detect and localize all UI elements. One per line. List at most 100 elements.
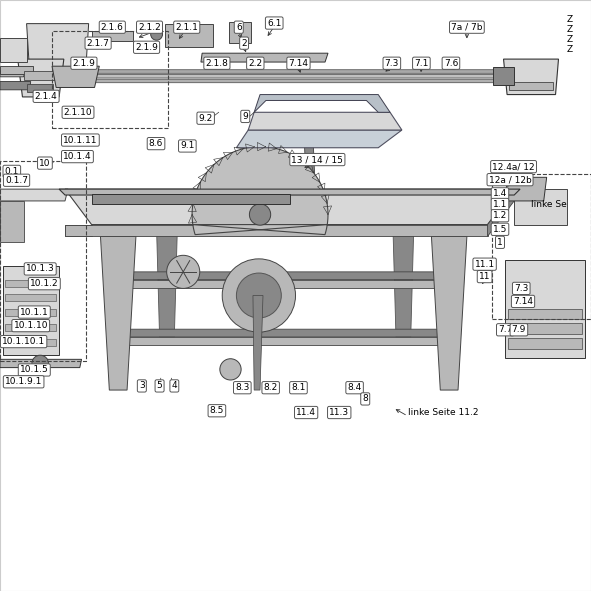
Polygon shape	[514, 189, 567, 225]
Polygon shape	[92, 194, 290, 204]
Text: 11: 11	[479, 272, 491, 281]
Polygon shape	[509, 82, 553, 90]
Text: 7.6: 7.6	[444, 59, 458, 68]
Polygon shape	[157, 230, 177, 337]
Polygon shape	[56, 70, 505, 73]
Polygon shape	[165, 24, 213, 47]
Polygon shape	[505, 177, 547, 201]
Text: 10.1.4: 10.1.4	[63, 152, 92, 161]
Circle shape	[167, 255, 200, 288]
Text: 10.1.2: 10.1.2	[30, 279, 59, 288]
Text: 7.14: 7.14	[288, 59, 309, 68]
Text: Z: Z	[566, 45, 572, 54]
Text: 10.1.9.1: 10.1.9.1	[5, 377, 43, 387]
Polygon shape	[248, 112, 402, 130]
Polygon shape	[0, 66, 33, 74]
Text: 2.1.9: 2.1.9	[135, 43, 158, 52]
Text: 12.4a/ 12: 12.4a/ 12	[492, 162, 535, 171]
Polygon shape	[118, 329, 452, 337]
Text: 9.1: 9.1	[180, 141, 194, 151]
Text: 10: 10	[39, 158, 51, 168]
Text: linke Seite 11.2: linke Seite 11.2	[408, 408, 478, 417]
Polygon shape	[393, 230, 414, 337]
Text: 2.1.4: 2.1.4	[35, 92, 57, 101]
Text: 1: 1	[497, 238, 503, 247]
Text: 6: 6	[236, 22, 242, 32]
Text: 2.1.2: 2.1.2	[138, 22, 161, 32]
Polygon shape	[27, 84, 53, 92]
Text: 7a / 7b: 7a / 7b	[451, 22, 483, 32]
Text: 1.4: 1.4	[493, 189, 507, 199]
Text: 0.1: 0.1	[5, 167, 19, 176]
Circle shape	[220, 359, 241, 380]
Text: 9: 9	[242, 112, 248, 121]
Polygon shape	[24, 71, 56, 80]
Polygon shape	[508, 338, 582, 349]
Polygon shape	[201, 53, 328, 62]
Bar	[492, 174, 591, 319]
Bar	[52, 31, 168, 128]
Polygon shape	[222, 207, 310, 219]
Polygon shape	[65, 225, 92, 236]
Circle shape	[32, 355, 48, 372]
Text: 10.1.10.1: 10.1.10.1	[2, 337, 45, 346]
Text: 7.3: 7.3	[385, 59, 399, 68]
Text: 0.1.7: 0.1.7	[5, 176, 28, 185]
Text: 1.2: 1.2	[493, 211, 507, 220]
Text: 10.1.3: 10.1.3	[26, 264, 54, 274]
Text: Z: Z	[566, 35, 572, 44]
Polygon shape	[65, 189, 514, 225]
Text: 7.1: 7.1	[414, 59, 428, 68]
Polygon shape	[18, 59, 64, 97]
Text: 1.1: 1.1	[493, 200, 507, 209]
Polygon shape	[56, 79, 505, 83]
Polygon shape	[3, 266, 59, 355]
Text: 2.1.10: 2.1.10	[64, 108, 92, 117]
Polygon shape	[52, 66, 99, 87]
Polygon shape	[493, 67, 514, 85]
Circle shape	[222, 259, 296, 332]
Text: 7.3: 7.3	[514, 284, 528, 293]
Polygon shape	[109, 280, 458, 288]
Polygon shape	[192, 147, 328, 235]
Polygon shape	[0, 82, 31, 90]
Polygon shape	[100, 236, 136, 390]
Text: 2.1.1: 2.1.1	[176, 22, 198, 32]
Polygon shape	[27, 24, 89, 71]
Polygon shape	[5, 294, 56, 301]
Text: 8.6: 8.6	[149, 139, 163, 148]
Text: 10.1.5: 10.1.5	[20, 365, 48, 375]
Circle shape	[236, 273, 281, 318]
Text: 10.1.10: 10.1.10	[14, 321, 48, 330]
Text: linke Se: linke Se	[531, 200, 566, 209]
Text: 11.3: 11.3	[329, 408, 349, 417]
Text: 2.1.9: 2.1.9	[73, 59, 95, 68]
Text: 8: 8	[362, 394, 368, 404]
Text: 4: 4	[171, 381, 177, 391]
Text: 11.1: 11.1	[475, 259, 495, 269]
Polygon shape	[65, 225, 488, 236]
Text: 2.1.6: 2.1.6	[101, 22, 124, 32]
Text: 10.1.1: 10.1.1	[20, 307, 48, 317]
Polygon shape	[109, 272, 461, 280]
Polygon shape	[508, 309, 582, 319]
Text: 7.14: 7.14	[513, 297, 533, 306]
Polygon shape	[505, 260, 585, 358]
Text: 2: 2	[241, 38, 247, 48]
Polygon shape	[488, 189, 514, 236]
Polygon shape	[229, 22, 251, 43]
Text: 13 / 14 / 15: 13 / 14 / 15	[291, 155, 343, 164]
Polygon shape	[5, 280, 56, 287]
Polygon shape	[0, 359, 82, 368]
Text: 1.5: 1.5	[493, 225, 507, 234]
Bar	[0, 161, 86, 361]
Polygon shape	[56, 74, 505, 78]
Text: 9.2: 9.2	[199, 113, 213, 123]
Polygon shape	[0, 38, 27, 62]
Polygon shape	[0, 71, 25, 77]
Polygon shape	[504, 59, 558, 95]
Text: 2.1.7: 2.1.7	[87, 38, 109, 48]
Text: 2.1.8: 2.1.8	[206, 59, 228, 68]
Circle shape	[249, 204, 271, 225]
Polygon shape	[118, 337, 449, 345]
